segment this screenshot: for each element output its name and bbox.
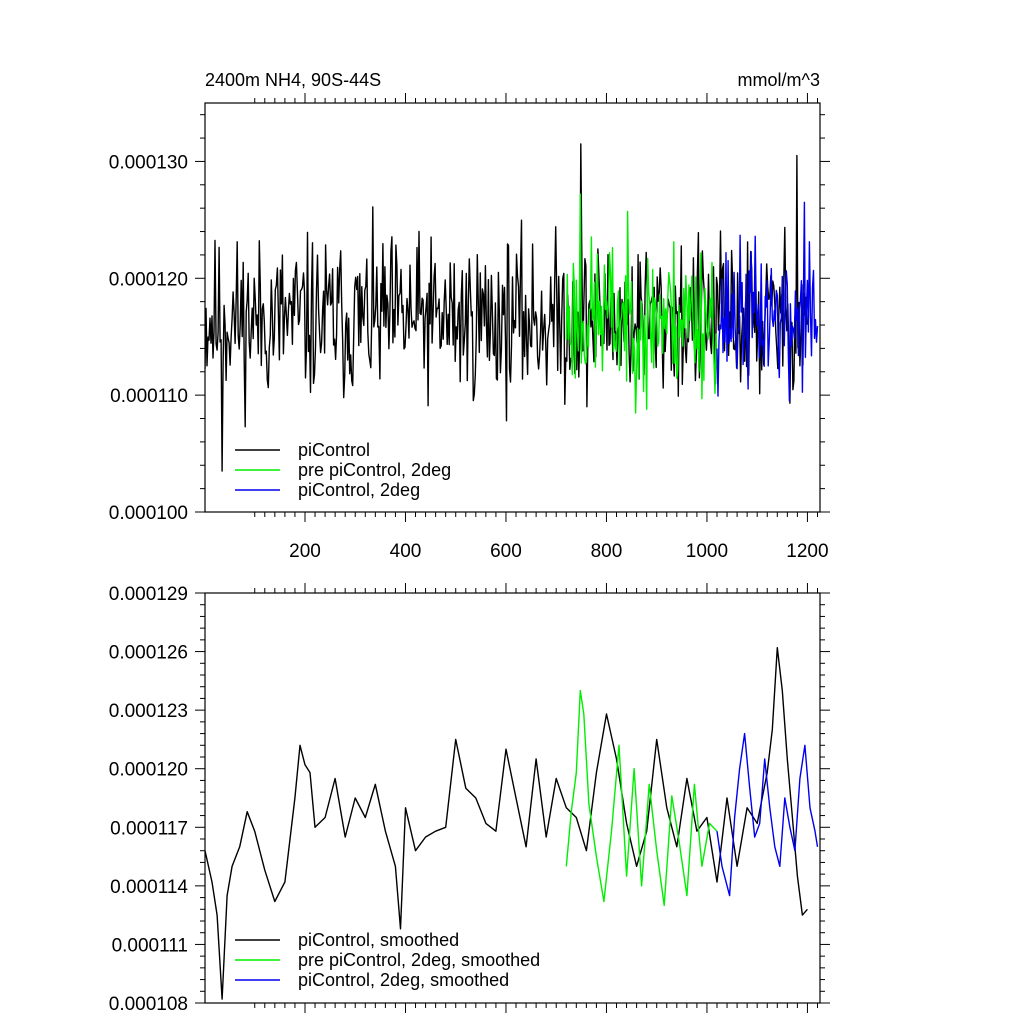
plot-frame <box>204 592 821 1004</box>
y-tick-label: 0.000110 <box>110 386 188 407</box>
legend-label: pre piControl, 2deg <box>298 460 451 480</box>
x-tick-label: 600 <box>490 541 522 562</box>
y-tick-label: 0.000130 <box>109 152 188 173</box>
series-line-3 <box>716 201 819 402</box>
y-tick-label: 0.000114 <box>110 877 188 898</box>
top-panel: 200 400 600 800 1000 1200 0.000100 0.000110 0.00… <box>109 70 830 562</box>
x-tick-label: 800 <box>591 541 623 562</box>
series-line-1 <box>205 143 808 472</box>
plot-frame <box>204 102 821 513</box>
y-tick-label: 0.000123 <box>109 701 188 722</box>
series-line-2 <box>565 689 718 907</box>
y-tick-label: 0.000100 <box>109 503 188 524</box>
legend-label: piControl, smoothed <box>298 930 459 950</box>
legend-label: pre piControl, 2deg, smoothed <box>298 950 540 970</box>
legend-label: piControl, 2deg, smoothed <box>298 970 509 990</box>
series-group <box>205 647 819 1000</box>
y-tick-label: 0.000126 <box>109 643 188 664</box>
series-group <box>205 143 819 472</box>
legend-label: piControl, 2deg <box>298 480 420 500</box>
series-line-3 <box>716 732 819 897</box>
y-tick-label: 0.000117 <box>110 818 188 839</box>
legend-label: piControl <box>298 440 370 460</box>
y-tick-label: 0.000111 <box>112 935 188 956</box>
chart-title: 2400m NH4, 90S-44S <box>205 70 381 90</box>
y-tick-label: 0.000120 <box>109 269 188 290</box>
x-tick-label: 1200 <box>786 541 828 562</box>
y-tick-label: 0.000108 <box>109 994 188 1015</box>
series-line-2 <box>565 193 718 414</box>
x-tick-label: 200 <box>289 541 321 562</box>
y-tick-label: 0.000129 <box>109 584 188 605</box>
bottom-panel: 0.000108 0.000111 0.000114 0.000117 0.000120… <box>109 583 830 1015</box>
y-tick-label: 0.000120 <box>109 760 188 781</box>
series-line-1 <box>205 647 808 1000</box>
x-tick-label: 400 <box>390 541 422 562</box>
x-tick-label: 1000 <box>686 541 728 562</box>
chart-units: mmol/m^3 <box>738 70 820 90</box>
